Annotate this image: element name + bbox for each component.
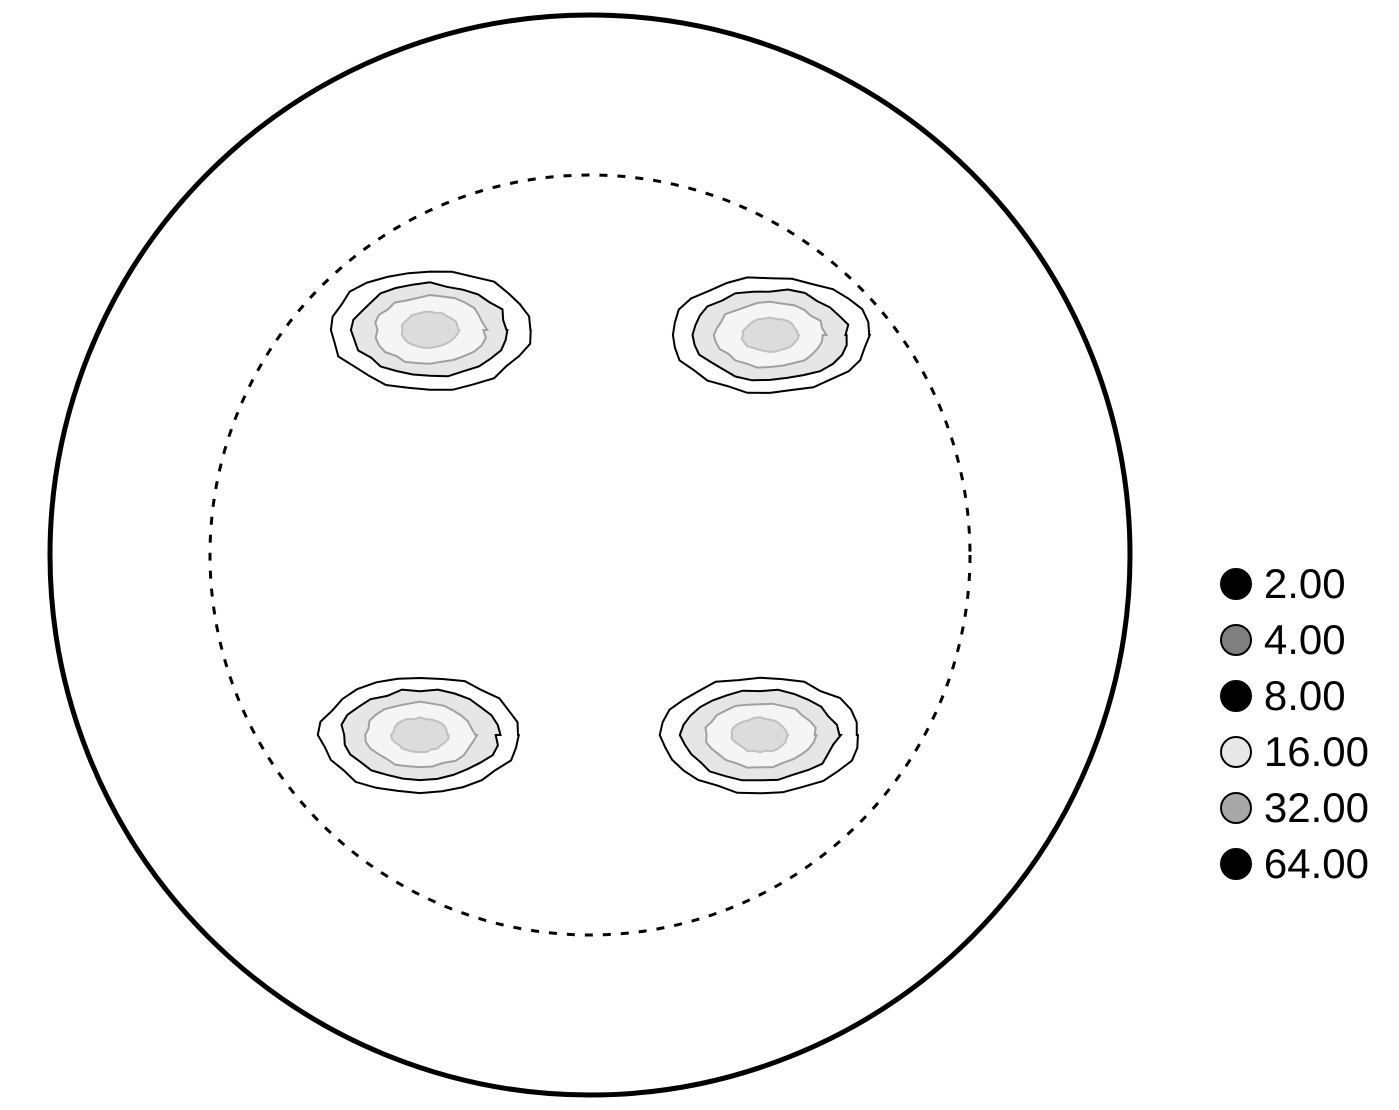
legend-swatch [1220, 848, 1252, 880]
legend-label: 64.00 [1264, 840, 1369, 888]
legend-label: 32.00 [1264, 784, 1369, 832]
contour-cluster-bottom-right [660, 678, 858, 794]
inner-dashed-circle [210, 175, 970, 935]
legend-row: 2.00 [1220, 560, 1369, 608]
contour-cluster-bottom-left [318, 678, 519, 793]
legend-label: 8.00 [1264, 672, 1346, 720]
pole-figure-svg [0, 0, 1399, 1110]
legend-swatch [1220, 568, 1252, 600]
legend: 2.00 4.00 8.00 16.00 32.00 64.00 [1220, 560, 1369, 888]
figure-container: 2.00 4.00 8.00 16.00 32.00 64.00 [0, 0, 1399, 1110]
legend-swatch [1220, 736, 1252, 768]
legend-label: 4.00 [1264, 616, 1346, 664]
legend-label: 16.00 [1264, 728, 1369, 776]
legend-swatch [1220, 680, 1252, 712]
legend-row: 32.00 [1220, 784, 1369, 832]
legend-swatch [1220, 624, 1252, 656]
contour-level [391, 717, 448, 752]
legend-row: 64.00 [1220, 840, 1369, 888]
contour-cluster-top-right [673, 277, 870, 393]
legend-row: 16.00 [1220, 728, 1369, 776]
legend-row: 4.00 [1220, 616, 1369, 664]
outer-circle [50, 15, 1130, 1095]
contour-level [742, 318, 799, 353]
legend-row: 8.00 [1220, 672, 1369, 720]
contour-cluster-top-left [331, 272, 531, 390]
legend-label: 2.00 [1264, 560, 1346, 608]
legend-swatch [1220, 792, 1252, 824]
